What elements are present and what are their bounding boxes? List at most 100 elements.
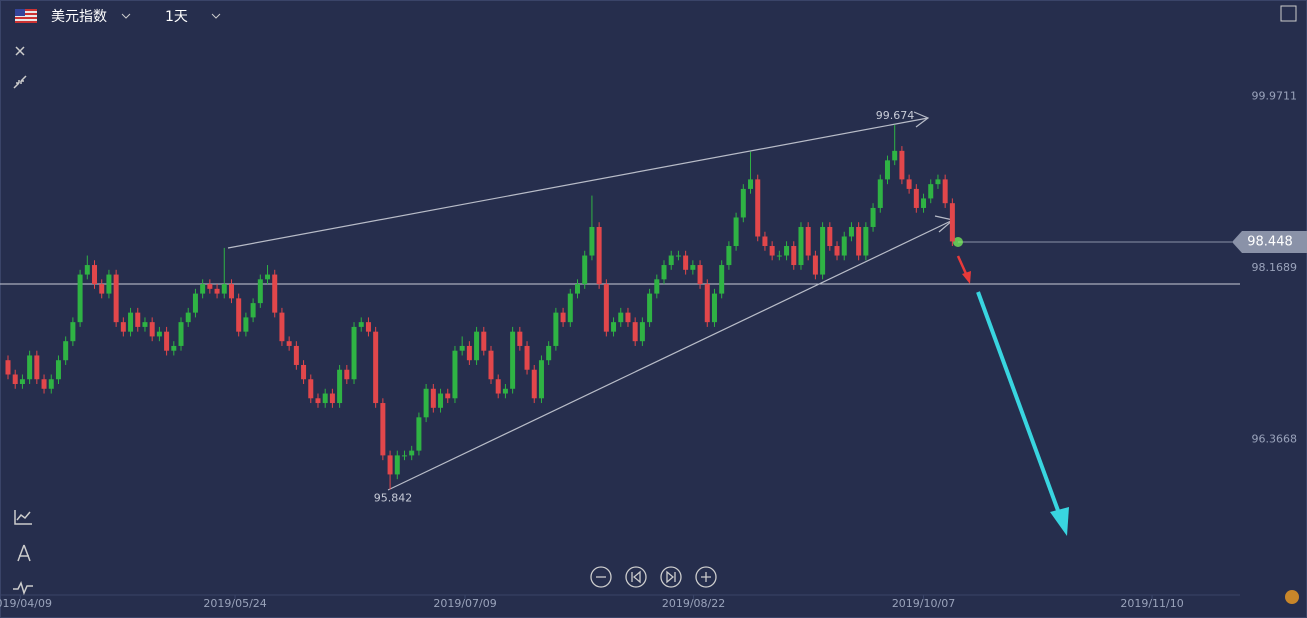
candle-body: [286, 341, 292, 346]
candle-body: [928, 184, 934, 199]
candle-body: [373, 331, 379, 404]
candle-body: [654, 279, 660, 294]
candle-body: [48, 379, 54, 389]
candle-body: [423, 388, 429, 418]
wave-button[interactable]: [13, 580, 33, 596]
candle-body: [99, 284, 105, 294]
candle-body: [149, 322, 155, 337]
indicator-button[interactable]: [14, 510, 32, 525]
candle-body: [70, 322, 76, 342]
candle-body: [135, 312, 141, 327]
candle-body: [647, 293, 653, 323]
candle-body: [55, 360, 61, 380]
zoom-controls: [590, 566, 717, 588]
candle-body: [192, 293, 198, 313]
candle-body: [935, 179, 941, 185]
candle-body: [113, 274, 119, 323]
collapse-button[interactable]: [13, 75, 27, 89]
period[interactable]: 1天: [165, 9, 188, 25]
step-forward[interactable]: [660, 566, 682, 588]
x-tick-label: 2019/04/09: [0, 597, 52, 610]
candle-body: [675, 255, 681, 257]
candle-body: [719, 265, 725, 294]
candle-body: [301, 364, 307, 380]
candle-body: [863, 226, 869, 256]
candle-body: [358, 322, 364, 327]
close-button[interactable]: [15, 46, 25, 56]
red-arrow: [956, 255, 969, 277]
layout-button[interactable]: [1280, 5, 1297, 22]
zoom-out[interactable]: [590, 566, 612, 588]
candle-body: [41, 379, 47, 389]
candle-body: [365, 322, 371, 332]
candle-body: [34, 355, 40, 380]
candle-body: [416, 417, 422, 451]
cyan-arrow-head: [1050, 507, 1069, 536]
candle-body: [495, 379, 501, 394]
candle-body: [200, 284, 206, 294]
candle-body: [762, 236, 768, 247]
candle-body: [236, 298, 242, 332]
candle-body: [776, 255, 782, 257]
candle-body: [892, 150, 898, 161]
high-annotation: 99.674: [876, 109, 915, 122]
candle-body: [690, 265, 696, 270]
candle-body: [228, 284, 234, 299]
candle-body: [949, 203, 955, 242]
price-tag: [1232, 231, 1307, 253]
candle-body: [567, 293, 573, 323]
step-back[interactable]: [625, 566, 647, 588]
candle-body: [19, 379, 25, 385]
candle-body: [538, 360, 544, 399]
x-tick-label: 2019/05/24: [203, 597, 266, 610]
candle-body: [683, 255, 689, 270]
zoom-in[interactable]: [695, 566, 717, 588]
candle-body: [913, 188, 919, 208]
candle-body: [582, 255, 588, 285]
index-name[interactable]: 美元指数: [51, 9, 107, 25]
candle-body: [272, 274, 278, 313]
x-tick-label: 2019/08/22: [662, 597, 725, 610]
y-tick-label: 99.9711: [1252, 89, 1298, 102]
candle-body: [748, 179, 754, 189]
red-arrow-head: [962, 271, 971, 284]
candle-body: [791, 246, 797, 266]
candle-body: [661, 265, 667, 280]
flag: [15, 9, 37, 23]
candle-body: [805, 226, 811, 256]
candle-body: [322, 393, 328, 404]
candle-body: [704, 284, 710, 323]
candle-body: [308, 379, 314, 399]
candle-body: [207, 284, 213, 289]
draw-button[interactable]: [17, 544, 31, 562]
candle-body: [755, 179, 761, 237]
candle-body: [438, 393, 444, 408]
candle-body: [387, 455, 393, 475]
candle-body: [27, 355, 33, 380]
candle-body: [798, 226, 804, 266]
dropdown-icon[interactable]: [211, 13, 221, 19]
candle-body: [250, 303, 256, 318]
low-annotation: 95.842: [374, 491, 413, 504]
dropdown-icon[interactable]: [121, 13, 131, 19]
candle-body: [603, 284, 609, 332]
candle-body: [877, 179, 883, 208]
candle-body: [481, 331, 487, 351]
candle-body: [315, 398, 321, 404]
candle-body: [329, 393, 335, 404]
candle-body: [733, 217, 739, 247]
candle-body: [589, 226, 595, 256]
candle-body: [697, 265, 703, 285]
candle-body: [344, 369, 350, 380]
candle-body: [128, 312, 134, 332]
candle-body: [726, 246, 732, 266]
candle-body: [164, 331, 170, 351]
candle-body: [12, 374, 18, 385]
candle-body: [142, 322, 148, 327]
candle-body: [841, 236, 847, 256]
y-tick-label: 98.1689: [1252, 261, 1298, 274]
candle-body: [531, 369, 537, 399]
x-tick-label: 2019/11/10: [1120, 597, 1183, 610]
candle-body: [553, 312, 559, 346]
